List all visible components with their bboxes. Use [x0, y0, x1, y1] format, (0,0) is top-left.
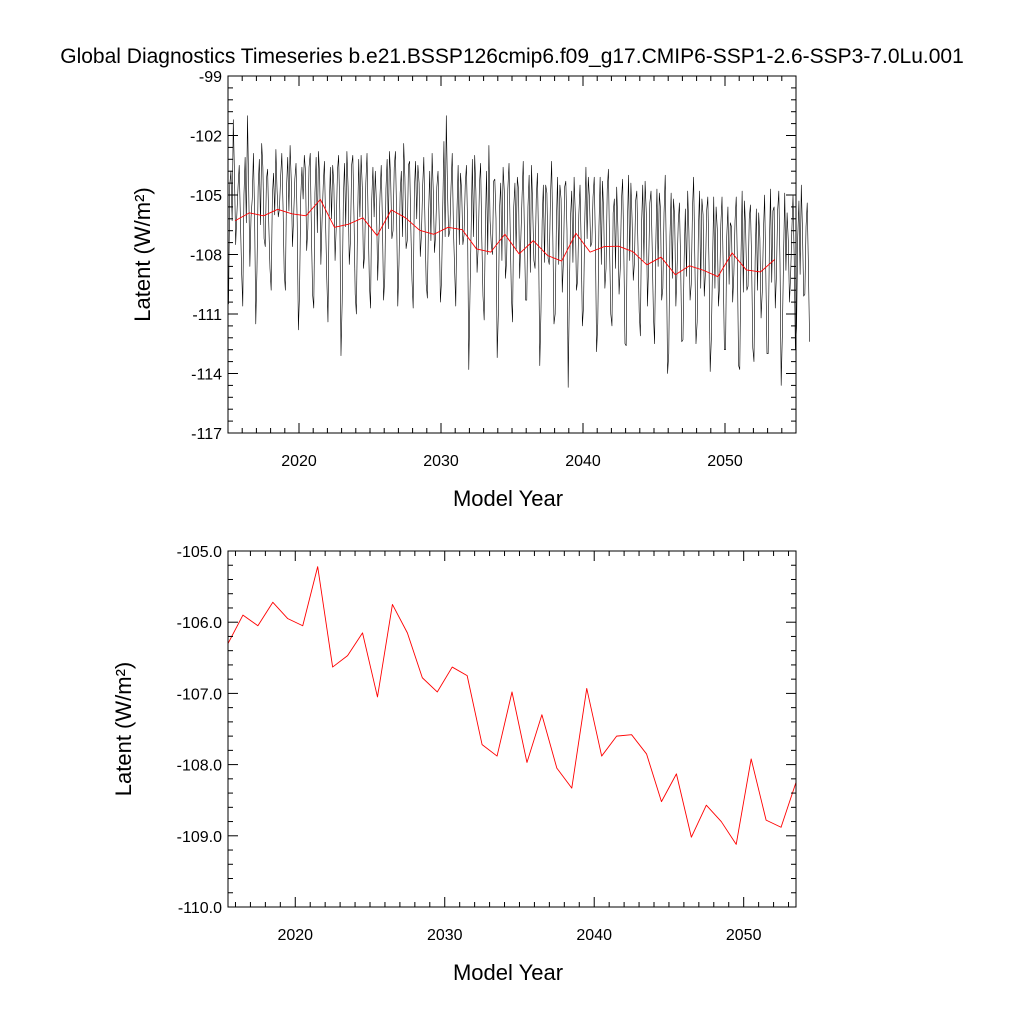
chart-panel-monthly-annual: 2020 2030 2040 2050 -117 -114 -111 -108 -105 -102…: [130, 69, 810, 511]
y-tick-label: -111: [192, 307, 222, 324]
x-tick-label: 2020: [277, 927, 313, 944]
x-axis-label: Model Year: [453, 960, 563, 985]
x-tick-label: 2040: [576, 927, 612, 944]
y-axis-label: Latent (W/m²): [111, 662, 136, 796]
series-line-annual: [234, 198, 775, 278]
y-tick-label: -106.0: [177, 615, 222, 632]
x-axis-label: Model Year: [453, 486, 563, 511]
y-tick-label: -107.0: [177, 686, 222, 703]
chart-panel-annual: 2020 2030 2040 2050 -110.0 -109.0 -108.0 -107.0…: [111, 544, 797, 985]
x-tick-label: 2040: [565, 453, 601, 470]
x-tick-label: 2030: [423, 453, 459, 470]
y-tick-label: -108.0: [177, 758, 222, 775]
y-tick-label: -108: [190, 248, 222, 265]
plot-frame: [227, 550, 797, 908]
y-tick-label: -102: [190, 129, 222, 146]
y-tick-label: -110.0: [178, 900, 222, 917]
figure-title: Global Diagnostics Timeseries b.e21.BSSP…: [60, 45, 964, 68]
x-tick-label: 2030: [427, 927, 463, 944]
y-tick-label: -117: [191, 426, 222, 443]
x-tick-label: 2020: [281, 453, 317, 470]
y-tick-label: -114: [191, 367, 222, 384]
y-tick-label: -105: [190, 188, 222, 205]
x-tick-label: 2050: [707, 453, 743, 470]
y-tick-label: -99: [199, 69, 222, 86]
y-axis-label: Latent (W/m²): [130, 187, 155, 321]
plot-frame: [227, 75, 797, 434]
x-tick-label: 2050: [726, 927, 762, 944]
series-line-monthly: [228, 115, 810, 388]
y-tick-label: -105.0: [177, 544, 222, 561]
series-line-annual: [227, 566, 797, 845]
y-tick-label: -109.0: [177, 829, 222, 846]
